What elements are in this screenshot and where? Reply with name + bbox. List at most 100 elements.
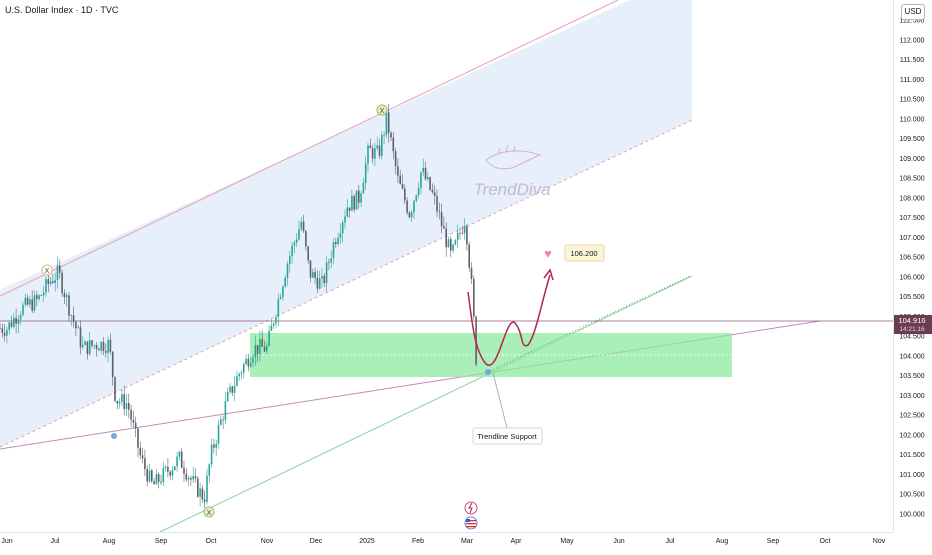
- price-tick-label: 101.500: [899, 452, 924, 459]
- candle-body: [167, 467, 169, 472]
- candle-body: [381, 135, 383, 156]
- candle-body: [73, 315, 75, 321]
- time-tick-label: Oct: [820, 538, 831, 545]
- candle-body: [133, 420, 135, 423]
- price-tick-label: 107.000: [899, 235, 924, 242]
- candle-body: [153, 481, 155, 484]
- pivot-marker-jan[interactable]: X: [377, 105, 387, 115]
- candle-body: [404, 189, 406, 201]
- price-tick-label: 104.500: [899, 334, 924, 341]
- watermark-text: TrendDiva: [473, 180, 550, 199]
- candle-body: [282, 287, 284, 298]
- price-tick-label: 102.000: [899, 432, 924, 439]
- candle-body: [310, 260, 312, 277]
- target-price-callout[interactable]: 106.200: [565, 245, 604, 261]
- candle-body: [121, 394, 123, 402]
- candle-body: [209, 464, 211, 475]
- candle-body: [317, 278, 319, 289]
- candle-body: [344, 216, 346, 222]
- candle-body: [234, 386, 236, 393]
- candle-body: [429, 177, 431, 190]
- candle-body: [266, 346, 268, 352]
- candle-body: [140, 448, 142, 455]
- candle-body: [268, 331, 270, 346]
- current-price-tag[interactable]: 104.916 14:21:16: [893, 315, 932, 334]
- candle-body: [112, 352, 114, 377]
- candle-body: [356, 191, 358, 210]
- candle-body: [280, 297, 282, 299]
- candle-body: [123, 394, 125, 409]
- price-tick-label: 107.500: [899, 215, 924, 222]
- price-tick-label: 109.000: [899, 156, 924, 163]
- price-tick-label: 106.000: [899, 274, 924, 281]
- candle-body: [353, 196, 355, 210]
- candle-body: [18, 319, 20, 323]
- currency-button[interactable]: USD: [901, 4, 925, 20]
- candle-body: [68, 295, 70, 315]
- candle-body: [468, 245, 470, 268]
- candle-body: [298, 229, 300, 239]
- lightning-event-icon[interactable]: [465, 502, 477, 514]
- time-tick-label: Apr: [511, 538, 523, 545]
- price-tick-label: 111.000: [900, 77, 924, 84]
- candle-body: [160, 482, 162, 483]
- time-tick-label: Dec: [310, 538, 323, 545]
- candle-body: [365, 163, 367, 182]
- candle-body: [57, 266, 59, 281]
- pivot-marker-oct[interactable]: X: [204, 507, 214, 517]
- candle-body: [15, 318, 17, 324]
- candle-body: [462, 233, 464, 234]
- pivot-marker-jul[interactable]: X: [42, 265, 52, 275]
- candle-body: [146, 469, 148, 481]
- candle-body: [158, 474, 160, 482]
- time-tick-label: Aug: [716, 538, 729, 545]
- candle-body: [119, 402, 121, 404]
- candle-body: [455, 240, 457, 244]
- candle-body: [229, 386, 231, 391]
- price-tick-label: 108.000: [899, 195, 924, 202]
- candle-body: [190, 478, 192, 479]
- trendline-touch-dot[interactable]: [485, 369, 491, 375]
- candle-body: [75, 322, 77, 328]
- candle-body: [225, 401, 227, 420]
- candle-body: [80, 327, 82, 347]
- candle-body: [48, 279, 50, 284]
- time-axis-border: [0, 532, 893, 533]
- candle-body: [199, 488, 201, 496]
- time-axis-bg[interactable]: [0, 532, 893, 550]
- candle-body: [383, 135, 385, 136]
- candle-body: [434, 192, 436, 196]
- candle-body: [296, 240, 298, 243]
- candle-body: [82, 345, 84, 347]
- candle-body: [333, 242, 335, 258]
- trendline-anchor-dot[interactable]: [111, 433, 117, 439]
- candle-body: [255, 345, 257, 358]
- candle-body: [264, 347, 266, 352]
- candle-body: [416, 195, 418, 201]
- time-tick-label: Sep: [767, 538, 780, 545]
- time-tick-label: May: [560, 538, 574, 545]
- candle-body: [441, 212, 443, 226]
- candle-body: [388, 112, 390, 133]
- candle-body: [135, 423, 137, 429]
- candle-body: [100, 342, 102, 351]
- time-tick-label: Jul: [51, 538, 60, 545]
- us-flag-event-icon[interactable]: [465, 517, 477, 529]
- candle-body: [443, 226, 445, 228]
- candle-body: [448, 239, 450, 247]
- trendline-support-callout[interactable]: Trendline Support: [473, 428, 542, 444]
- current-price-countdown: 14:21:16: [899, 326, 925, 333]
- candle-body: [374, 148, 376, 158]
- ascending-channel-fill: [0, 0, 692, 447]
- candle-body: [4, 333, 6, 336]
- candle-body: [179, 452, 181, 457]
- trendline-support-label: Trendline Support: [477, 432, 537, 441]
- candle-body: [326, 262, 328, 283]
- price-tick-label: 100.500: [899, 492, 924, 499]
- price-tick-label: 105.500: [899, 294, 924, 301]
- candle-body: [466, 226, 468, 245]
- candle-body: [22, 305, 24, 315]
- candle-body: [439, 211, 441, 212]
